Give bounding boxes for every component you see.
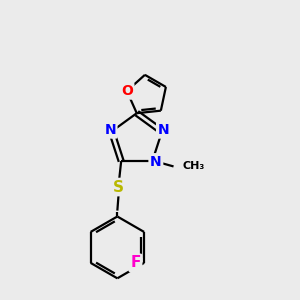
Text: N: N: [104, 123, 116, 137]
Text: N: N: [158, 123, 169, 137]
Text: O: O: [121, 84, 133, 98]
Text: S: S: [113, 179, 124, 194]
Text: N: N: [150, 155, 162, 169]
Text: CH₃: CH₃: [183, 161, 205, 171]
Text: F: F: [130, 255, 141, 270]
